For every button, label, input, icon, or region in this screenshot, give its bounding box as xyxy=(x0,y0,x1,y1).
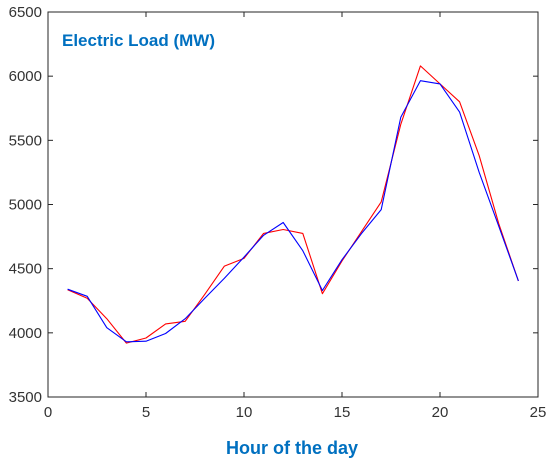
y-tick-label: 5000 xyxy=(9,197,42,214)
x-tick-label: 20 xyxy=(432,404,449,421)
axes xyxy=(47,11,539,398)
y-tick-label: 3500 xyxy=(9,389,42,406)
y-tick-label: 4500 xyxy=(9,261,42,278)
x-tick-label: 25 xyxy=(530,404,547,421)
x-tick-label: 5 xyxy=(142,404,150,421)
y-tick-label: 5500 xyxy=(9,132,42,149)
x-tick-label: 0 xyxy=(44,404,52,421)
series-line-1 xyxy=(67,65,519,344)
plot-frame xyxy=(47,11,539,398)
y-tick-label: 4000 xyxy=(9,325,42,342)
x-axis-label: Hour of the day xyxy=(226,438,358,458)
y-tick-label: 6500 xyxy=(9,4,42,21)
x-tick-label: 10 xyxy=(236,404,253,421)
series-line-2 xyxy=(67,80,519,343)
chart-title: Electric Load (MW) xyxy=(62,31,215,50)
tick-labels: 0 5 10 15 20 25 3500 4000 4500 5000 5500 6000 6500 xyxy=(9,4,547,421)
y-tick-label: 6000 xyxy=(9,68,42,85)
tick-marks xyxy=(47,11,539,398)
series-lines xyxy=(67,65,519,344)
x-tick-label: 15 xyxy=(334,404,351,421)
